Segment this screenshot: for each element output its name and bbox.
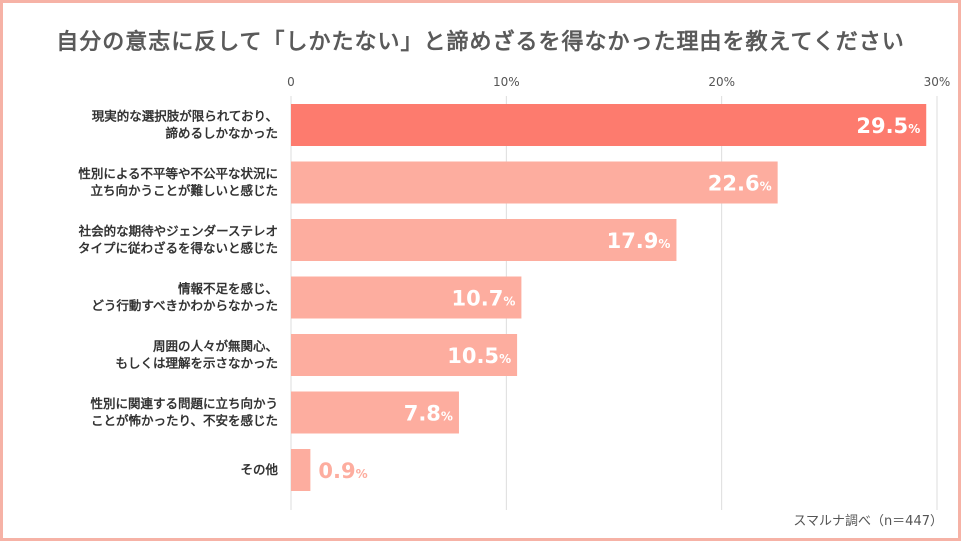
category-label: 諦めるしかなかった <box>165 126 278 141</box>
data-label: 29.5% <box>856 114 920 138</box>
x-tick-label: 30% <box>924 75 951 89</box>
category-label: その他 <box>240 462 278 477</box>
bar <box>291 449 311 491</box>
data-label: 0.9% <box>318 459 367 483</box>
data-label: 17.9% <box>607 229 671 253</box>
bar <box>291 161 778 204</box>
category-label: 性別に関連する問題に立ち向かう <box>89 396 278 411</box>
bar <box>291 276 522 319</box>
x-tick-label: 10% <box>493 75 520 89</box>
source-note: スマルナ調べ（n＝447） <box>793 514 943 529</box>
chart-title: 自分の意志に反して「しかたない」と諦めざるを得なかった理由を教えてください <box>56 30 905 55</box>
data-label: 10.5% <box>447 344 511 368</box>
category-label: もしくは理解を示さなかった <box>115 356 278 371</box>
category-label: 立ち向かうことが難しいと感じた <box>90 183 278 198</box>
x-tick-label: 0 <box>287 75 295 89</box>
data-label: 7.8% <box>404 402 453 426</box>
category-label: ことが怖かったり、不安を感じた <box>91 413 278 428</box>
category-label: 情報不足を感じ、 <box>178 281 278 296</box>
category-label: どう行動すべきかわからなかった <box>91 298 278 313</box>
data-label: 22.6% <box>708 172 772 196</box>
bar <box>291 219 677 261</box>
bar <box>291 391 459 434</box>
category-label: タイプに従わざるを得ないと感じた <box>78 241 278 256</box>
bar <box>291 104 927 146</box>
bar <box>291 334 518 376</box>
data-label: 10.7% <box>452 287 516 311</box>
category-label: 性別による不平等や不公平な状況に <box>77 166 278 181</box>
x-tick-label: 20% <box>708 75 735 89</box>
category-label: 現実的な選択肢が限られており、 <box>92 109 278 124</box>
category-label: 社会的な期待やジェンダーステレオ <box>78 224 278 239</box>
category-label: 周囲の人々が無関心、 <box>153 339 278 354</box>
